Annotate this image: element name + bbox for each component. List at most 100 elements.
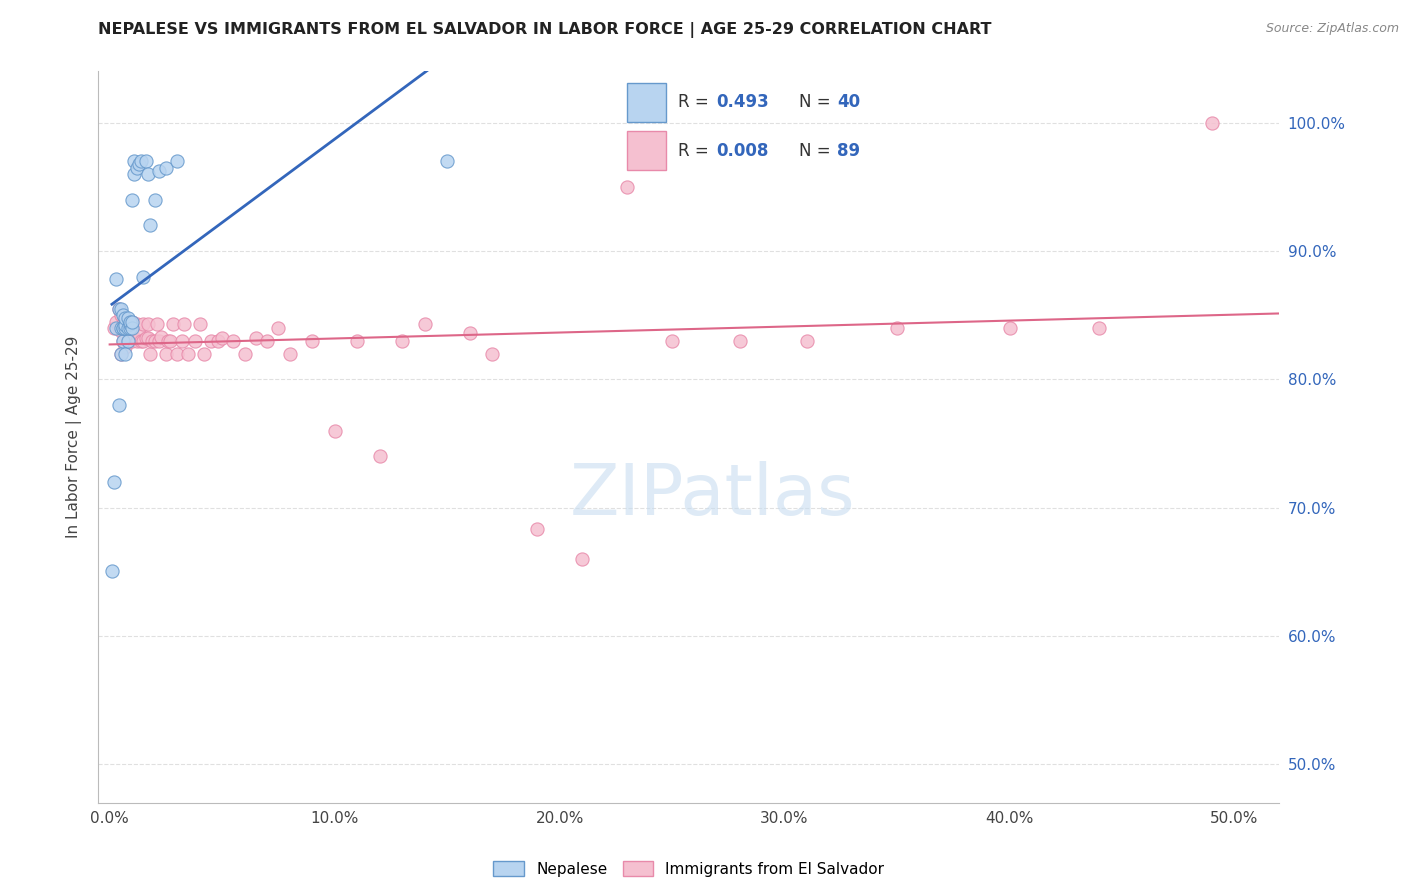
Point <box>114 340 136 354</box>
Point <box>121 334 143 348</box>
Point <box>124 331 146 345</box>
Point <box>117 334 139 348</box>
Point <box>436 154 458 169</box>
Point <box>132 317 155 331</box>
Point <box>114 321 136 335</box>
Y-axis label: In Labor Force | Age 25-29: In Labor Force | Age 25-29 <box>66 336 83 538</box>
Point <box>222 334 245 348</box>
Point <box>135 331 157 345</box>
Point <box>661 334 683 348</box>
Point <box>143 193 166 207</box>
Point <box>125 161 148 175</box>
Point <box>107 321 129 335</box>
Point <box>129 334 152 348</box>
Point <box>107 301 129 316</box>
Point <box>132 269 155 284</box>
Point <box>112 334 135 348</box>
Bar <box>627 83 666 122</box>
Point <box>346 334 368 348</box>
Point <box>139 219 162 233</box>
Point <box>200 334 222 348</box>
Point <box>110 346 132 360</box>
Point <box>125 334 148 348</box>
Point <box>112 334 135 348</box>
Point <box>148 334 170 348</box>
Point <box>118 321 141 335</box>
Point <box>1088 321 1111 335</box>
Point <box>121 315 143 329</box>
Point <box>103 321 125 335</box>
Point <box>458 326 481 340</box>
Point <box>139 346 162 360</box>
Point <box>245 331 267 345</box>
Point <box>124 154 146 169</box>
Point <box>117 334 139 348</box>
Text: N =: N = <box>799 142 835 160</box>
Point <box>526 523 548 537</box>
Point <box>188 317 211 331</box>
Point <box>136 167 159 181</box>
Bar <box>627 131 666 170</box>
Point <box>110 321 132 335</box>
Point <box>107 398 129 412</box>
Text: R =: R = <box>678 142 714 160</box>
Point <box>193 346 215 360</box>
Point <box>117 317 139 331</box>
Point <box>391 334 413 348</box>
Point <box>184 334 207 348</box>
Point <box>121 193 143 207</box>
Point <box>110 301 132 316</box>
Point <box>796 334 818 348</box>
Point <box>114 346 136 360</box>
Point <box>162 317 184 331</box>
Point <box>114 310 136 325</box>
Point <box>166 154 188 169</box>
Point <box>267 321 290 335</box>
Point <box>118 334 141 348</box>
Legend: Nepalese, Immigrants from El Salvador: Nepalese, Immigrants from El Salvador <box>488 855 890 883</box>
Point <box>301 334 323 348</box>
Point <box>103 475 125 489</box>
Point <box>481 346 503 360</box>
Point <box>121 321 143 335</box>
Point <box>207 334 229 348</box>
Point <box>110 308 132 322</box>
Point <box>177 346 200 360</box>
Point <box>173 317 195 331</box>
Point <box>256 334 278 348</box>
Point <box>155 346 177 360</box>
Point <box>112 321 135 335</box>
Point <box>129 154 152 169</box>
Text: ZIPatlas: ZIPatlas <box>569 461 855 530</box>
Point <box>117 321 139 335</box>
Point <box>124 167 146 181</box>
Point <box>112 321 135 335</box>
Point <box>117 310 139 325</box>
Point <box>233 346 256 360</box>
Point <box>114 318 136 333</box>
Text: 40: 40 <box>837 94 860 112</box>
Point <box>118 321 141 335</box>
Point <box>886 321 908 335</box>
Point <box>135 154 157 169</box>
Point <box>105 321 128 335</box>
Text: 89: 89 <box>837 142 860 160</box>
Point <box>121 315 143 329</box>
Point <box>136 317 159 331</box>
Point <box>143 334 166 348</box>
Point <box>141 334 163 348</box>
Point <box>101 564 124 578</box>
Point <box>128 327 150 342</box>
Point <box>118 315 141 329</box>
Text: Source: ZipAtlas.com: Source: ZipAtlas.com <box>1265 22 1399 36</box>
Point <box>124 317 146 331</box>
Text: R =: R = <box>678 94 714 112</box>
Point <box>170 334 193 348</box>
Point <box>110 346 132 360</box>
Point <box>132 334 155 348</box>
Point <box>998 321 1021 335</box>
Point <box>148 164 170 178</box>
Point <box>157 334 180 348</box>
Point <box>118 317 141 331</box>
Point <box>128 157 150 171</box>
